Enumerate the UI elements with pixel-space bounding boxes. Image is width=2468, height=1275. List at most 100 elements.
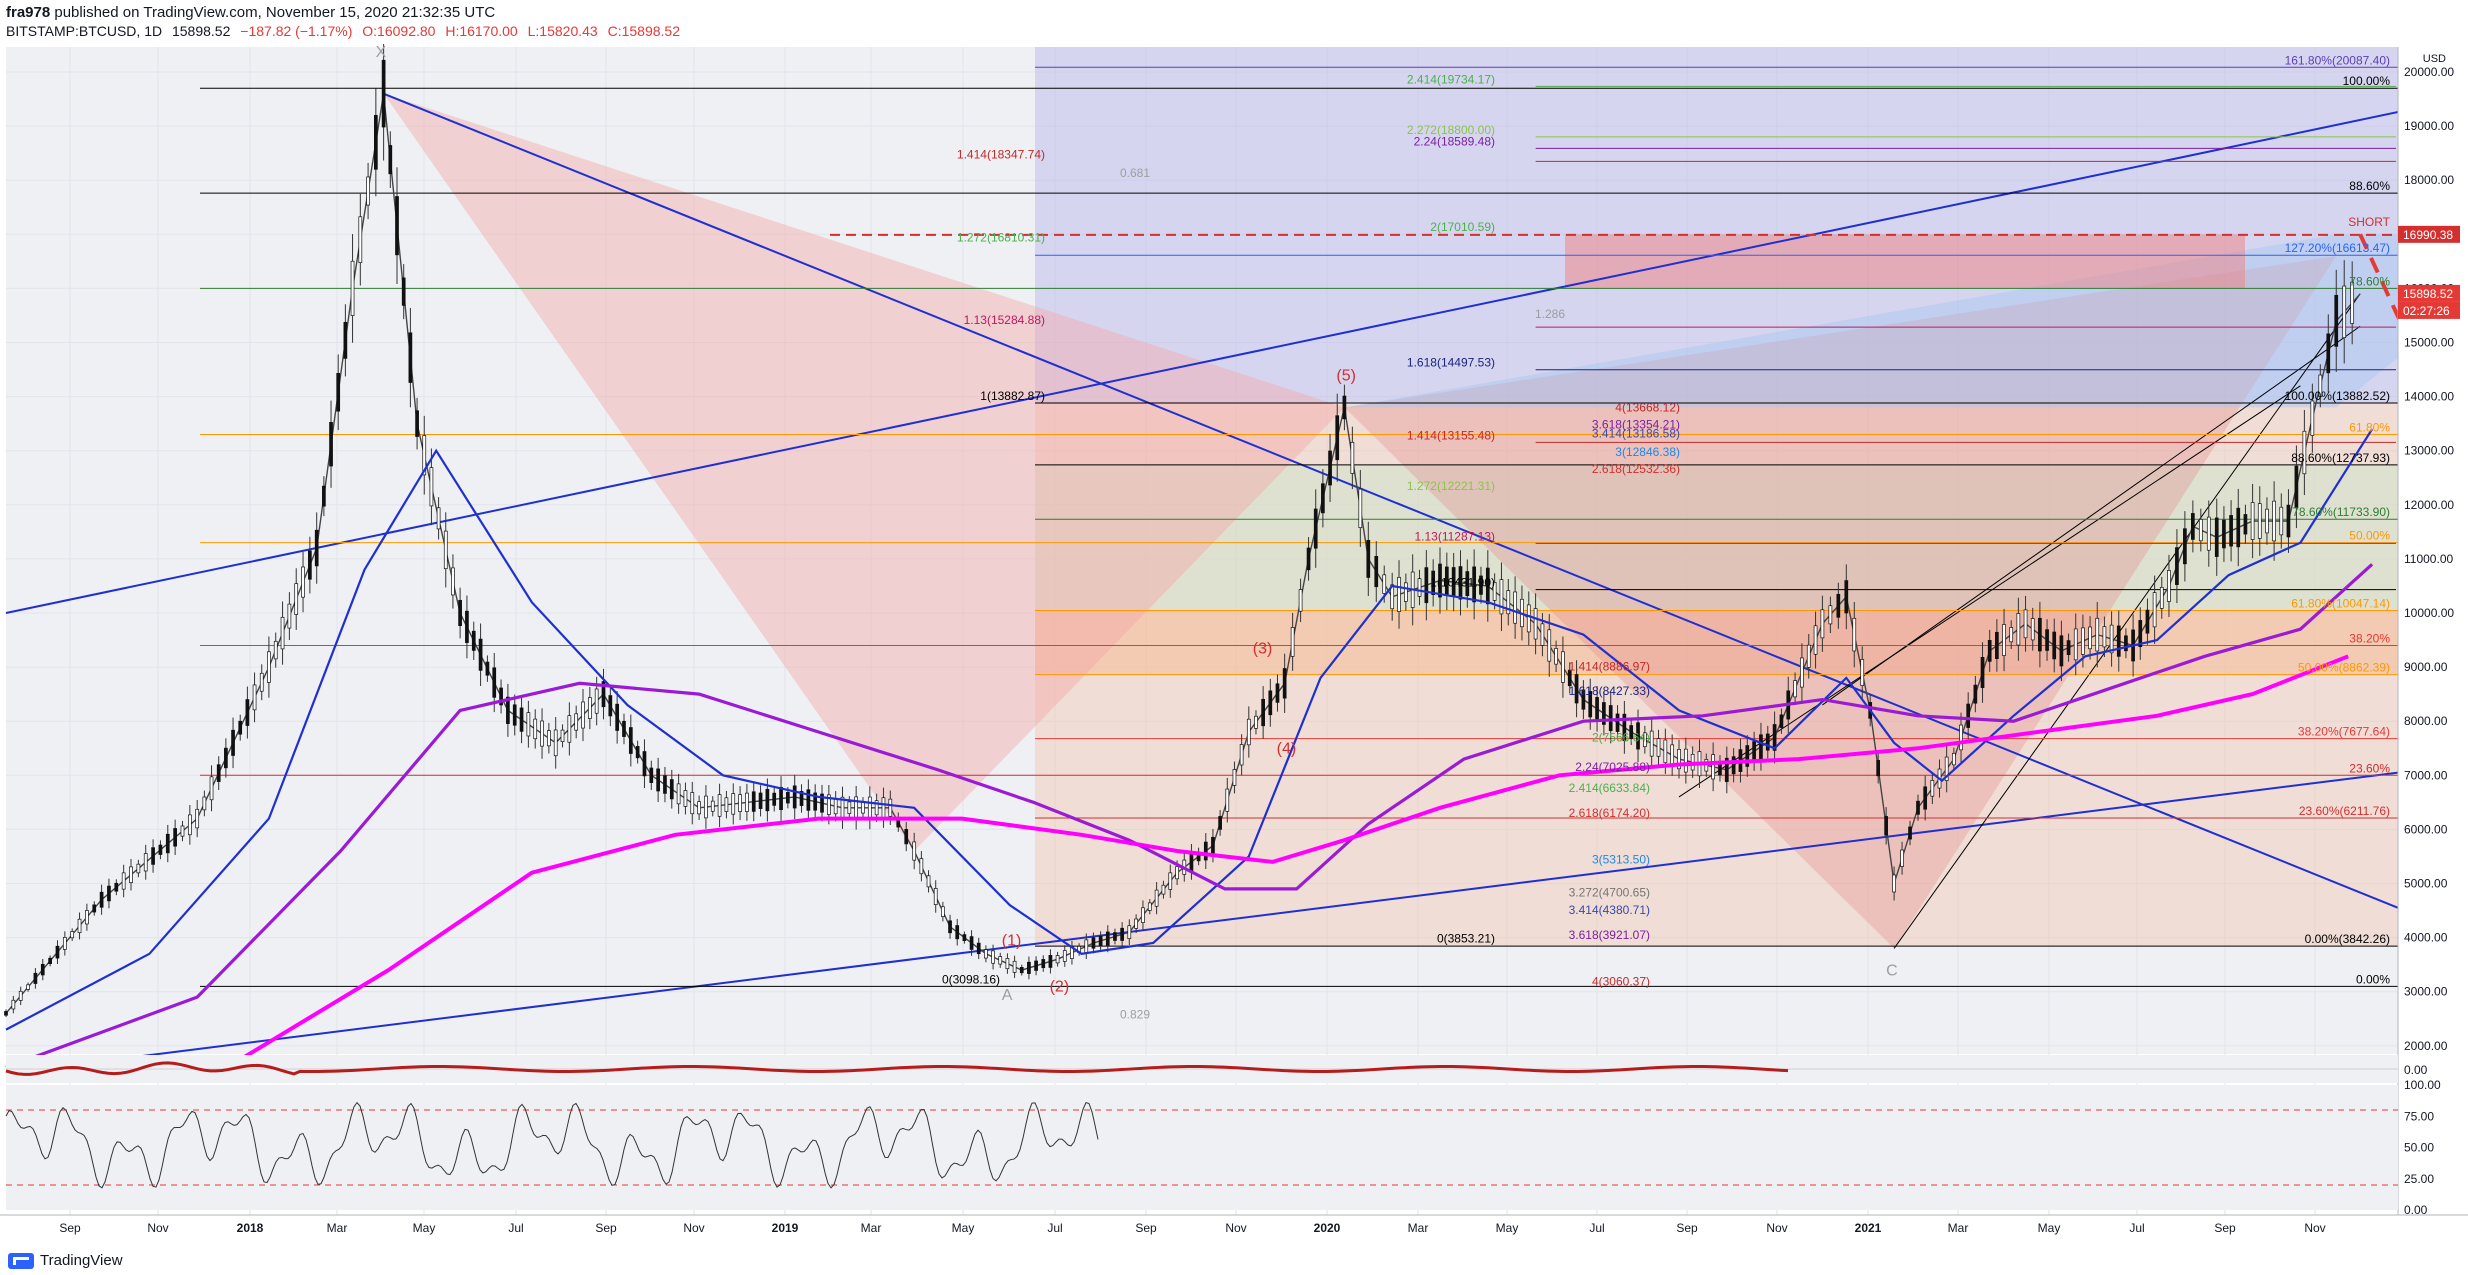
candle-body bbox=[1540, 623, 1545, 646]
candle-body bbox=[458, 599, 462, 627]
candle-body bbox=[301, 566, 305, 598]
candle-body bbox=[2095, 617, 2100, 652]
publish-info: fra978 published on TradingView.com, Nov… bbox=[6, 4, 495, 21]
candle-body bbox=[92, 904, 97, 913]
candle-body bbox=[202, 796, 207, 811]
candle-body bbox=[1268, 690, 1273, 716]
publish-date: published on TradingView.com, November 1… bbox=[54, 4, 496, 21]
extension-label: 3.414(4380.71) bbox=[1569, 903, 1650, 917]
candle-body bbox=[642, 751, 647, 777]
candle-body bbox=[1225, 788, 1230, 812]
candle-body bbox=[1820, 609, 1825, 639]
candle-body bbox=[350, 260, 355, 316]
candle-body bbox=[933, 888, 938, 905]
time-tick: Sep bbox=[1135, 1221, 1157, 1235]
candle-body bbox=[143, 853, 148, 872]
candle-body bbox=[1034, 960, 1038, 971]
candle-body bbox=[1390, 584, 1395, 610]
candle-body bbox=[724, 797, 729, 812]
candle-body bbox=[506, 696, 510, 724]
candle-body bbox=[1499, 579, 1504, 615]
symbol-name[interactable]: BITSTAMP:BTCUSD, 1D bbox=[6, 23, 163, 39]
candle-body bbox=[1731, 756, 1736, 775]
candle-body bbox=[55, 945, 60, 959]
price-tick: 14000.00 bbox=[2404, 390, 2454, 404]
open-value: O:16092.80 bbox=[362, 23, 436, 39]
time-tick: Jul bbox=[508, 1221, 523, 1235]
time-tick: Jul bbox=[1047, 1221, 1062, 1235]
candle-body bbox=[1382, 574, 1387, 594]
candle-body bbox=[1350, 441, 1355, 474]
candle-body bbox=[820, 793, 824, 813]
candle-body bbox=[1041, 959, 1046, 969]
harmonic-bcd-triangle bbox=[1344, 255, 2337, 949]
fib-level-label: 50.00%(8862.39) bbox=[2298, 661, 2390, 675]
candle-body bbox=[622, 720, 626, 737]
candle-body bbox=[187, 814, 192, 836]
candle-body bbox=[904, 828, 909, 845]
candle-body bbox=[1574, 674, 1579, 704]
extension-label: 0(3098.16) bbox=[942, 972, 1000, 986]
candle-body bbox=[2159, 587, 2164, 609]
wave-label: (1) bbox=[1002, 933, 1022, 950]
candle-body bbox=[697, 801, 701, 815]
candle-body bbox=[2222, 519, 2226, 549]
price-tick: 7000.00 bbox=[2404, 768, 2448, 782]
short-zone bbox=[1565, 234, 2245, 289]
candle-body bbox=[2138, 620, 2143, 648]
extension-label: 1.13(15284.88) bbox=[964, 313, 1045, 327]
candle-body bbox=[1438, 563, 1442, 598]
candle-body bbox=[1724, 757, 1729, 782]
candle-body bbox=[1554, 648, 1558, 665]
candle-body bbox=[2023, 609, 2028, 639]
candle-body bbox=[329, 422, 333, 467]
time-tick: Jul bbox=[2129, 1221, 2144, 1235]
candle-body bbox=[366, 176, 370, 206]
candle-body bbox=[1513, 591, 1517, 624]
candle-body bbox=[1261, 698, 1265, 727]
candle-body bbox=[471, 630, 476, 651]
candle-body bbox=[1141, 907, 1145, 923]
price-tag bbox=[2398, 225, 2460, 243]
candle-body bbox=[2243, 514, 2248, 535]
candle-body bbox=[395, 196, 399, 256]
time-tick: 2019 bbox=[772, 1221, 799, 1235]
price-tag bbox=[2398, 284, 2460, 302]
candle-body bbox=[962, 934, 967, 941]
fib-level-label: 88.60% bbox=[2349, 179, 2390, 193]
candle-body bbox=[2257, 503, 2262, 539]
candle-body bbox=[492, 667, 497, 698]
candle-body bbox=[635, 746, 640, 759]
candle-body bbox=[2334, 294, 2339, 347]
candle-body bbox=[574, 713, 579, 731]
time-tick: Mar bbox=[1408, 1221, 1429, 1235]
footer: TradingView bbox=[0, 1246, 2468, 1275]
candle-body bbox=[314, 529, 319, 567]
tradingview-logo[interactable]: TradingView bbox=[8, 1252, 123, 1269]
fib-level-label: 23.60% bbox=[2349, 761, 2390, 775]
candle-body bbox=[1711, 754, 1715, 780]
extension-label: 1.618(8427.33) bbox=[1569, 684, 1650, 698]
candle-body bbox=[1479, 575, 1483, 595]
candle-body bbox=[173, 828, 177, 847]
candle-body bbox=[1987, 639, 1992, 662]
candle-body bbox=[615, 703, 620, 731]
candle-body bbox=[107, 885, 111, 902]
candle-body bbox=[1424, 567, 1429, 604]
candle-body bbox=[1358, 488, 1363, 529]
candle-body bbox=[1959, 724, 1963, 751]
candle-body bbox=[209, 776, 214, 801]
author-name[interactable]: fra978 bbox=[6, 4, 51, 21]
candle-body bbox=[1105, 931, 1110, 946]
candle-body bbox=[1506, 590, 1511, 615]
candle-body bbox=[560, 729, 565, 743]
candle-body bbox=[1161, 884, 1166, 895]
price-tick: 4000.00 bbox=[2404, 931, 2448, 945]
extension-label: 0.829 bbox=[1120, 1007, 1150, 1021]
candle-body bbox=[998, 956, 1003, 965]
fib-level-label: 78.60% bbox=[2349, 274, 2390, 288]
time-tick: Mar bbox=[861, 1221, 882, 1235]
candle-body bbox=[1091, 937, 1096, 949]
rsi-line bbox=[5, 1101, 1099, 1189]
